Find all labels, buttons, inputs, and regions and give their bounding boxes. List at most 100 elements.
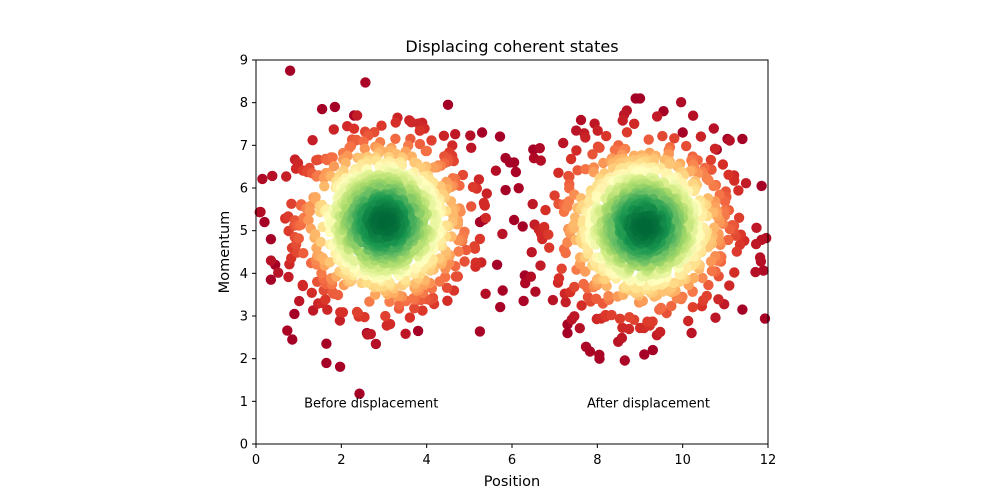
scatter-point bbox=[675, 97, 687, 108]
scatter-point bbox=[354, 388, 365, 399]
scatter-point bbox=[575, 114, 587, 126]
scatter-point bbox=[580, 164, 591, 175]
scatter-point bbox=[329, 101, 341, 113]
scatter-point bbox=[306, 287, 317, 298]
scatter-point bbox=[474, 233, 486, 245]
scatter-point bbox=[688, 272, 700, 284]
scatter-point bbox=[453, 246, 464, 257]
scatter-point bbox=[578, 278, 589, 290]
scatter-point bbox=[624, 312, 635, 323]
scatter-point bbox=[365, 328, 376, 340]
scatter-point bbox=[364, 296, 375, 307]
chart-title: Displacing coherent states bbox=[405, 37, 618, 56]
scatter-point bbox=[508, 157, 520, 168]
scatter-point bbox=[651, 111, 663, 122]
scatter-point bbox=[535, 155, 546, 166]
scatter-point bbox=[724, 280, 735, 291]
scatter-point bbox=[474, 326, 486, 337]
scatter-point bbox=[705, 154, 717, 166]
scatter-point bbox=[587, 149, 598, 160]
scatter-point bbox=[669, 133, 680, 144]
scatter-point bbox=[324, 257, 335, 268]
scatter-point bbox=[621, 127, 633, 138]
scatter-point bbox=[348, 123, 360, 134]
scatter-point bbox=[723, 169, 734, 180]
annotation-after: After displacement bbox=[587, 397, 710, 412]
scatter-point bbox=[480, 288, 491, 299]
scatter-point bbox=[265, 234, 277, 245]
scatter-point bbox=[478, 197, 490, 209]
scatter-point bbox=[616, 332, 628, 344]
scatter-point bbox=[334, 361, 346, 372]
scatter-point bbox=[303, 215, 314, 226]
scatter-point bbox=[284, 65, 296, 76]
scatter-point bbox=[713, 294, 724, 305]
scatter-point bbox=[319, 181, 330, 192]
scatter-point bbox=[442, 295, 453, 306]
scatter-point bbox=[406, 117, 417, 128]
scatter-point bbox=[655, 326, 666, 338]
scatter-point bbox=[494, 131, 506, 142]
y-tick-label: 7 bbox=[240, 139, 248, 154]
scatter-point bbox=[530, 286, 541, 297]
scatter-point bbox=[351, 306, 363, 318]
scatter-point bbox=[571, 145, 582, 156]
scatter-point bbox=[540, 204, 551, 216]
scatter-point bbox=[390, 133, 401, 144]
scatter-point bbox=[562, 327, 573, 339]
scatter-point bbox=[434, 276, 445, 287]
scatter-point bbox=[442, 99, 454, 111]
scatter-point bbox=[450, 271, 462, 282]
scatter-point bbox=[733, 212, 745, 223]
scatter-point bbox=[677, 127, 688, 138]
scatter-point bbox=[638, 220, 650, 232]
scatter-point bbox=[316, 103, 328, 115]
scatter-point bbox=[614, 313, 626, 324]
y-tick-label: 5 bbox=[240, 224, 248, 239]
scatter-point bbox=[304, 206, 316, 217]
scatter-point bbox=[580, 266, 591, 277]
x-tick-label: 10 bbox=[674, 453, 691, 468]
x-tick-label: 8 bbox=[593, 453, 601, 468]
scatter-point bbox=[525, 271, 537, 282]
scatter-point bbox=[490, 165, 502, 176]
scatter-point bbox=[321, 357, 332, 369]
scatter-point bbox=[759, 313, 771, 324]
scatter-point bbox=[683, 315, 694, 327]
x-axis-label: Position bbox=[484, 474, 540, 490]
scatter-point bbox=[420, 145, 431, 157]
scatter-point bbox=[639, 349, 650, 360]
scatter-point bbox=[591, 293, 602, 304]
scatter-point bbox=[414, 138, 426, 150]
y-tick-label: 9 bbox=[240, 54, 248, 69]
scatter-point bbox=[569, 281, 580, 293]
scatter-point bbox=[723, 234, 734, 246]
scatter-point bbox=[320, 294, 331, 305]
scatter-point bbox=[310, 192, 321, 203]
scatter-point bbox=[307, 135, 318, 146]
scatter-point bbox=[591, 192, 602, 204]
scatter-point bbox=[334, 315, 346, 326]
scatter-point bbox=[655, 302, 667, 314]
scatter-point bbox=[321, 338, 332, 349]
scatter-point bbox=[695, 131, 707, 142]
y-tick-label: 8 bbox=[240, 96, 248, 111]
scatter-point bbox=[731, 246, 742, 257]
scatter-point bbox=[594, 142, 605, 153]
scatter-point bbox=[508, 214, 520, 226]
scatter-point bbox=[480, 212, 491, 224]
y-tick-label: 3 bbox=[240, 310, 248, 325]
scatter-point bbox=[380, 310, 391, 322]
annotation-before: Before displacement bbox=[304, 397, 438, 412]
scatter-point bbox=[668, 277, 679, 289]
scatter-point bbox=[259, 216, 270, 228]
scatter-point bbox=[517, 221, 528, 232]
scatter-point bbox=[351, 110, 363, 121]
y-tick-label: 0 bbox=[240, 438, 248, 453]
scatter-point bbox=[737, 133, 748, 145]
scatter-point bbox=[294, 295, 305, 307]
scatter-point bbox=[438, 130, 450, 141]
scatter-point bbox=[706, 265, 718, 277]
scatter-point bbox=[717, 159, 729, 170]
scatter-point bbox=[328, 124, 339, 135]
